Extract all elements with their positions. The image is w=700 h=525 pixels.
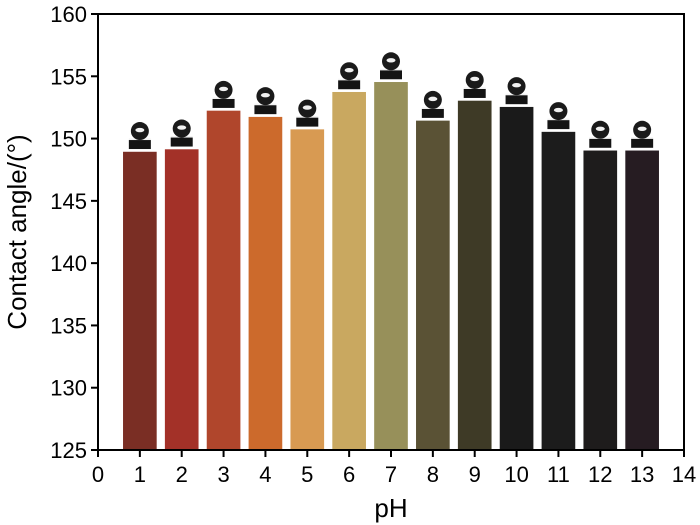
droplet-image-ph-7 (380, 52, 402, 80)
x-tick-label: 8 (427, 462, 439, 487)
x-tick-label: 7 (385, 462, 397, 487)
x-tick-label: 3 (217, 462, 229, 487)
bar-ph-13 (623, 149, 661, 451)
bar-ph-5 (288, 127, 326, 451)
bar-ph-12 (581, 149, 619, 451)
droplet-image-ph-2 (170, 119, 193, 147)
bar-ph-3 (205, 109, 242, 451)
droplet-images (128, 52, 654, 150)
droplet-image-ph-11 (547, 102, 570, 130)
x-axis-title: pH (374, 493, 407, 523)
bar-ph-7 (372, 80, 410, 451)
droplet-image-ph-6 (338, 62, 361, 90)
bar-ph-1 (121, 150, 159, 451)
y-axis-title: Contact angle/(°) (2, 134, 32, 329)
droplet-image-ph-3 (212, 80, 235, 108)
x-tick-label: 5 (301, 462, 313, 487)
x-tick-label: 9 (469, 462, 481, 487)
bar-ph-6 (330, 90, 368, 451)
droplet-image-ph-13 (631, 120, 654, 148)
x-axis: 0 1 2 3 4 5 6 7 8 9 10 11 12 13 14 (92, 450, 696, 487)
droplet-image-ph-4 (254, 87, 277, 115)
droplet-image-ph-12 (589, 120, 612, 148)
bar-ph-10 (498, 105, 535, 451)
x-tick-label: 10 (504, 462, 528, 487)
droplet-image-ph-10 (505, 77, 528, 105)
y-tick-label: 150 (50, 127, 87, 152)
droplet-image-ph-8 (421, 90, 444, 118)
bar-ph-9 (456, 99, 494, 451)
x-tick-label: 11 (547, 462, 570, 487)
y-tick-label: 145 (50, 189, 87, 214)
x-tick-label: 4 (259, 462, 271, 487)
y-tick-label: 140 (50, 251, 87, 276)
y-tick-label: 135 (50, 313, 87, 338)
y-axis: 125 130 135 140 145 150 155 160 (50, 2, 98, 463)
x-tick-label: 13 (630, 462, 654, 487)
x-tick-label: 14 (672, 462, 696, 487)
droplet-image-ph-1 (128, 122, 151, 150)
bar-ph-4 (247, 115, 284, 451)
y-tick-label: 155 (50, 64, 87, 89)
droplet-image-ph-9 (463, 70, 486, 98)
bar-ph-11 (540, 130, 577, 451)
bars (121, 80, 661, 451)
y-tick-label: 125 (50, 438, 87, 463)
x-tick-label: 1 (134, 462, 146, 487)
bar-ph-2 (163, 147, 201, 451)
bar-ph-8 (414, 119, 452, 451)
y-tick-label: 160 (50, 2, 87, 27)
droplet-image-ph-5 (296, 99, 319, 127)
x-tick-label: 2 (176, 462, 188, 487)
x-tick-label: 0 (92, 462, 104, 487)
x-tick-label: 12 (588, 462, 612, 487)
y-tick-label: 130 (50, 376, 87, 401)
x-tick-label: 6 (343, 462, 355, 487)
